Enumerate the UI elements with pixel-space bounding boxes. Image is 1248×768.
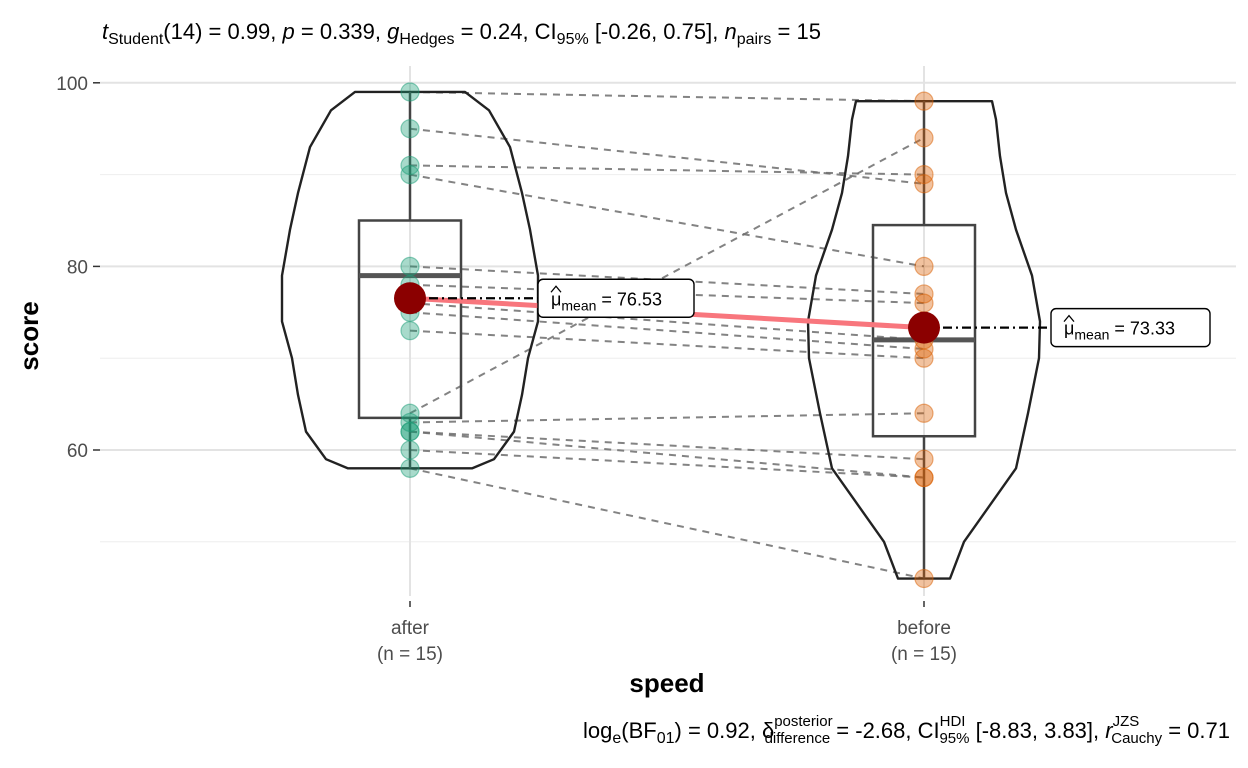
boxplots — [357, 91, 977, 579]
box-after — [357, 219, 463, 420]
data-point-before — [914, 256, 934, 276]
mean-point-after — [394, 282, 426, 315]
x-tick-label: after — [391, 618, 430, 639]
y-tick-label: 80 — [67, 257, 88, 278]
y-tick-label: 60 — [67, 441, 88, 462]
mean-hat-mark — [550, 285, 562, 293]
violin-after — [280, 90, 540, 470]
paired-line — [409, 467, 925, 580]
data-point-before — [914, 449, 934, 469]
mean-label-after: μmean = 76.53 — [551, 289, 662, 313]
data-point-before — [914, 293, 934, 313]
data-point-after — [400, 256, 420, 276]
paired-line — [409, 90, 925, 103]
data-point-after — [400, 458, 420, 478]
paired-line — [409, 449, 925, 479]
means-layer: μmean = 76.53 μmean = 73.33 — [394, 278, 1211, 348]
data-point-before — [914, 568, 934, 589]
mean-label-before: μmean = 73.33 — [1064, 319, 1175, 343]
paired-line — [409, 173, 925, 268]
mean-label-box — [537, 278, 695, 318]
data-point-before — [914, 403, 934, 423]
data-point-after — [400, 321, 420, 341]
chart-caption: loge(BF01) = 0.92, δposterior difference … — [583, 713, 1230, 747]
data-point-before — [914, 174, 934, 194]
mean-point-before — [908, 311, 940, 344]
paired-line — [409, 311, 925, 351]
data-points — [400, 82, 934, 589]
x-tick-n-label: (n = 15) — [377, 644, 443, 665]
y-axis: 60 80 100 — [56, 74, 100, 462]
paired-line — [409, 302, 925, 341]
paired-line — [409, 430, 925, 461]
paired-line — [409, 430, 925, 479]
y-axis-title: score — [14, 301, 44, 370]
mean-hat-mark — [1063, 314, 1075, 323]
data-point-before — [914, 467, 934, 488]
x-axis: after (n = 15) before (n = 15) — [377, 601, 957, 665]
mean-label-box — [1050, 307, 1211, 348]
data-point-before — [914, 128, 934, 148]
violin-before — [806, 99, 1042, 580]
violins — [280, 90, 1042, 580]
paired-line — [409, 136, 925, 415]
data-point-after — [400, 422, 420, 442]
data-point-after — [400, 119, 420, 139]
x-axis-title: speed — [629, 668, 704, 698]
paired-line — [409, 127, 925, 185]
paired-lines — [409, 90, 925, 580]
chart-subtitle: tStudent(14) = 0.99, p = 0.339, gHedges … — [102, 19, 821, 48]
data-point-after — [400, 165, 420, 185]
box-before — [871, 223, 977, 438]
y-tick-label: 100 — [56, 74, 88, 95]
x-tick-label: before — [897, 618, 951, 639]
data-point-before — [914, 91, 934, 111]
x-tick-n-label: (n = 15) — [891, 644, 957, 665]
data-point-before — [914, 348, 934, 368]
paired-line — [409, 329, 925, 360]
data-point-after — [400, 440, 420, 460]
paired-line — [409, 412, 925, 424]
data-point-after — [400, 82, 420, 102]
